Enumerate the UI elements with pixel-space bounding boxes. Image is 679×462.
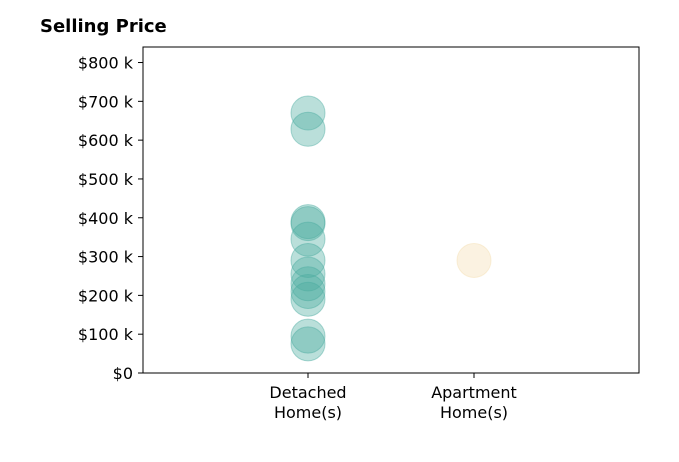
data-point (290, 256, 326, 292)
y-tick-label: $700 k (78, 92, 134, 111)
y-tick-label: $600 k (78, 131, 134, 150)
data-point (290, 242, 326, 278)
y-tick-label: $500 k (78, 170, 134, 189)
data-point (290, 95, 326, 131)
data-point (456, 242, 492, 278)
y-tick-label: $400 k (78, 209, 134, 228)
y-tick-label: $100 k (78, 325, 134, 344)
x-tick-label: Detached Home(s) (269, 383, 346, 422)
plot-frame (142, 46, 640, 374)
data-point (290, 281, 326, 317)
y-tick-label: $800 k (78, 54, 134, 73)
data-point (290, 326, 326, 362)
data-point (290, 204, 326, 240)
chart-title: Selling Price (40, 16, 167, 37)
y-tick-label: $200 k (78, 286, 134, 305)
y-tick-label: $300 k (78, 248, 134, 267)
y-tick-label: $0 (113, 364, 133, 383)
data-point (290, 206, 326, 242)
data-point (290, 221, 326, 257)
data-point (290, 318, 326, 354)
data-point (290, 111, 326, 147)
data-point (290, 274, 326, 309)
data-point (290, 266, 326, 302)
x-tick-label: Apartment Home(s) (431, 383, 517, 422)
